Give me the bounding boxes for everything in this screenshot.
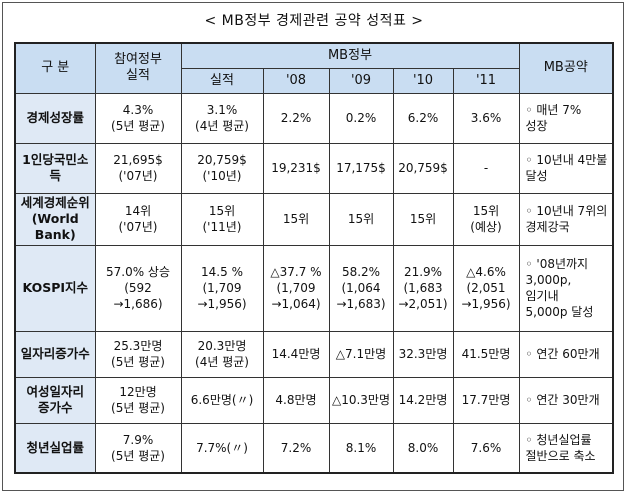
cell-mb-record: 20.3만명 (4년 평균) bbox=[180, 330, 264, 378]
header-pledge: MB공약 bbox=[518, 42, 614, 94]
cell-participation: 25.3만명 (5년 평균) bbox=[94, 330, 182, 378]
row-label: 여성일자리 증가수 bbox=[14, 376, 96, 424]
cell-2011: 15위 (예상) bbox=[452, 192, 520, 246]
cell-pledge: ◦ '08년까지 3,000p, 임기내 5,000p 달성 bbox=[518, 244, 614, 332]
cell-mb-record: 6.6만명(〃) bbox=[180, 376, 264, 424]
cell-2010: 21.9% (1,683 →2,051) bbox=[392, 244, 454, 332]
cell-mb-record: 7.7%(〃) bbox=[180, 422, 264, 474]
table-row: 1인당국민소득 21,695$ ('07년) 20,759$ ('10년) 19… bbox=[14, 142, 614, 194]
cell-participation: 57.0% 상승 (592 →1,686) bbox=[94, 244, 182, 332]
header-2009: '09 bbox=[328, 67, 394, 94]
cell-2010: 6.2% bbox=[392, 92, 454, 144]
table-row: 세계경제순위 (World Bank) 14위 ('07년) 15위 ('11년… bbox=[14, 192, 614, 246]
row-label: 세계경제순위 (World Bank) bbox=[14, 192, 96, 246]
header-category: 구 분 bbox=[14, 42, 96, 94]
outer-frame bbox=[2, 2, 624, 491]
cell-2010: 32.3만명 bbox=[392, 330, 454, 378]
cell-2008: 19,231$ bbox=[262, 142, 330, 194]
cell-2011: 17.7만명 bbox=[452, 376, 520, 424]
cell-pledge: ◦ 10년내 4만불 달성 bbox=[518, 142, 614, 194]
cell-2011: - bbox=[452, 142, 520, 194]
cell-pledge: ◦ 10년내 7위의 경제강국 bbox=[518, 192, 614, 246]
header-participation: 참여정부 실적 bbox=[94, 42, 182, 94]
cell-mb-record: 3.1% (4년 평균) bbox=[180, 92, 264, 144]
cell-2010: 20,759$ bbox=[392, 142, 454, 194]
header-mb-record: 실적 bbox=[180, 67, 264, 94]
cell-2009: 58.2% (1,064 →1,683) bbox=[328, 244, 394, 332]
row-label: 일자리증가수 bbox=[14, 330, 96, 378]
cell-2009: △10.3만명 bbox=[328, 376, 394, 424]
table-row: 청년실업률 7.9% (5년 평균) 7.7%(〃) 7.2% 8.1% 8.0… bbox=[14, 422, 614, 474]
cell-participation: 4.3% (5년 평균) bbox=[94, 92, 182, 144]
header-2008: '08 bbox=[262, 67, 330, 94]
cell-mb-record: 14.5 % (1,709 →1,956) bbox=[180, 244, 264, 332]
cell-2008: 7.2% bbox=[262, 422, 330, 474]
table-row: KOSPI지수 57.0% 상승 (592 →1,686) 14.5 % (1,… bbox=[14, 244, 614, 332]
pledge-scorecard-table: 구 분 참여정부 실적 MB정부 MB공약 실적 '08 '09 '10 '11… bbox=[14, 42, 614, 474]
cell-participation: 12만명 (5년 평균) bbox=[94, 376, 182, 424]
cell-2009: 8.1% bbox=[328, 422, 394, 474]
header-2011: '11 bbox=[452, 67, 520, 94]
cell-mb-record: 20,759$ ('10년) bbox=[180, 142, 264, 194]
cell-2008: 15위 bbox=[262, 192, 330, 246]
row-label: KOSPI지수 bbox=[14, 244, 96, 332]
cell-2011: △4.6% (2,051 →1,956) bbox=[452, 244, 520, 332]
cell-2008: 4.8만명 bbox=[262, 376, 330, 424]
cell-2010: 8.0% bbox=[392, 422, 454, 474]
header-2010: '10 bbox=[392, 67, 454, 94]
cell-2011: 3.6% bbox=[452, 92, 520, 144]
cell-2008: 14.4만명 bbox=[262, 330, 330, 378]
cell-pledge: ◦ 연간 60만개 bbox=[518, 330, 614, 378]
cell-participation: 14위 ('07년) bbox=[94, 192, 182, 246]
row-label: 청년실업률 bbox=[14, 422, 96, 474]
cell-2008: △37.7 % (1,709 →1,064) bbox=[262, 244, 330, 332]
cell-2008: 2.2% bbox=[262, 92, 330, 144]
row-label: 1인당국민소득 bbox=[14, 142, 96, 194]
cell-2010: 14.2만명 bbox=[392, 376, 454, 424]
table-row: 경제성장률 4.3% (5년 평균) 3.1% (4년 평균) 2.2% 0.2… bbox=[14, 92, 614, 144]
cell-2009: 15위 bbox=[328, 192, 394, 246]
cell-participation: 7.9% (5년 평균) bbox=[94, 422, 182, 474]
cell-mb-record: 15위 ('11년) bbox=[180, 192, 264, 246]
cell-2011: 41.5만명 bbox=[452, 330, 520, 378]
cell-2009: △7.1만명 bbox=[328, 330, 394, 378]
row-label: 경제성장률 bbox=[14, 92, 96, 144]
cell-2009: 17,175$ bbox=[328, 142, 394, 194]
cell-participation: 21,695$ ('07년) bbox=[94, 142, 182, 194]
table-row: 일자리증가수 25.3만명 (5년 평균) 20.3만명 (4년 평균) 14.… bbox=[14, 330, 614, 378]
table-row: 여성일자리 증가수 12만명 (5년 평균) 6.6만명(〃) 4.8만명 △1… bbox=[14, 376, 614, 424]
cell-pledge: ◦ 매년 7% 성장 bbox=[518, 92, 614, 144]
header-mb-group: MB정부 bbox=[180, 42, 520, 69]
cell-pledge: ◦ 청년실업률 절반으로 축소 bbox=[518, 422, 614, 474]
page-title: < MB정부 경제관련 공약 성적표 > bbox=[204, 13, 424, 29]
cell-pledge: ◦ 연간 30만개 bbox=[518, 376, 614, 424]
cell-2011: 7.6% bbox=[452, 422, 520, 474]
cell-2010: 15위 bbox=[392, 192, 454, 246]
cell-2009: 0.2% bbox=[328, 92, 394, 144]
